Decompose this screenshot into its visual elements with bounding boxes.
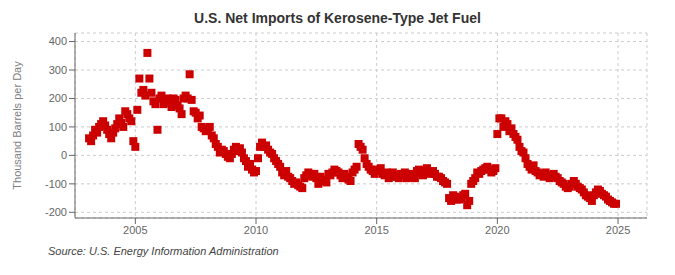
html-text:U.S. Net Imports of Kerosene-T: U.S. Net Imports of Kerosene-Type Jet Fu… xyxy=(194,10,481,26)
svg-text:2015: 2015 xyxy=(364,224,388,236)
svg-text:2020: 2020 xyxy=(485,224,509,236)
svg-text:2025: 2025 xyxy=(606,224,630,236)
svg-text:200: 200 xyxy=(49,92,67,104)
svg-text:0: 0 xyxy=(61,149,67,161)
svg-text:2010: 2010 xyxy=(244,224,268,236)
svg-text:-100: -100 xyxy=(45,178,67,190)
svg-text:300: 300 xyxy=(49,64,67,76)
html-text:Source: U.S. Energy Informatio: Source: U.S. Energy Information Administ… xyxy=(48,245,279,257)
svg-text:400: 400 xyxy=(49,35,67,47)
svg-text:Thousand Barrels per Day: Thousand Barrels per Day xyxy=(11,61,23,190)
svg-text:100: 100 xyxy=(49,121,67,133)
svg-text:2005: 2005 xyxy=(123,224,147,236)
svg-text:-200: -200 xyxy=(45,206,67,218)
